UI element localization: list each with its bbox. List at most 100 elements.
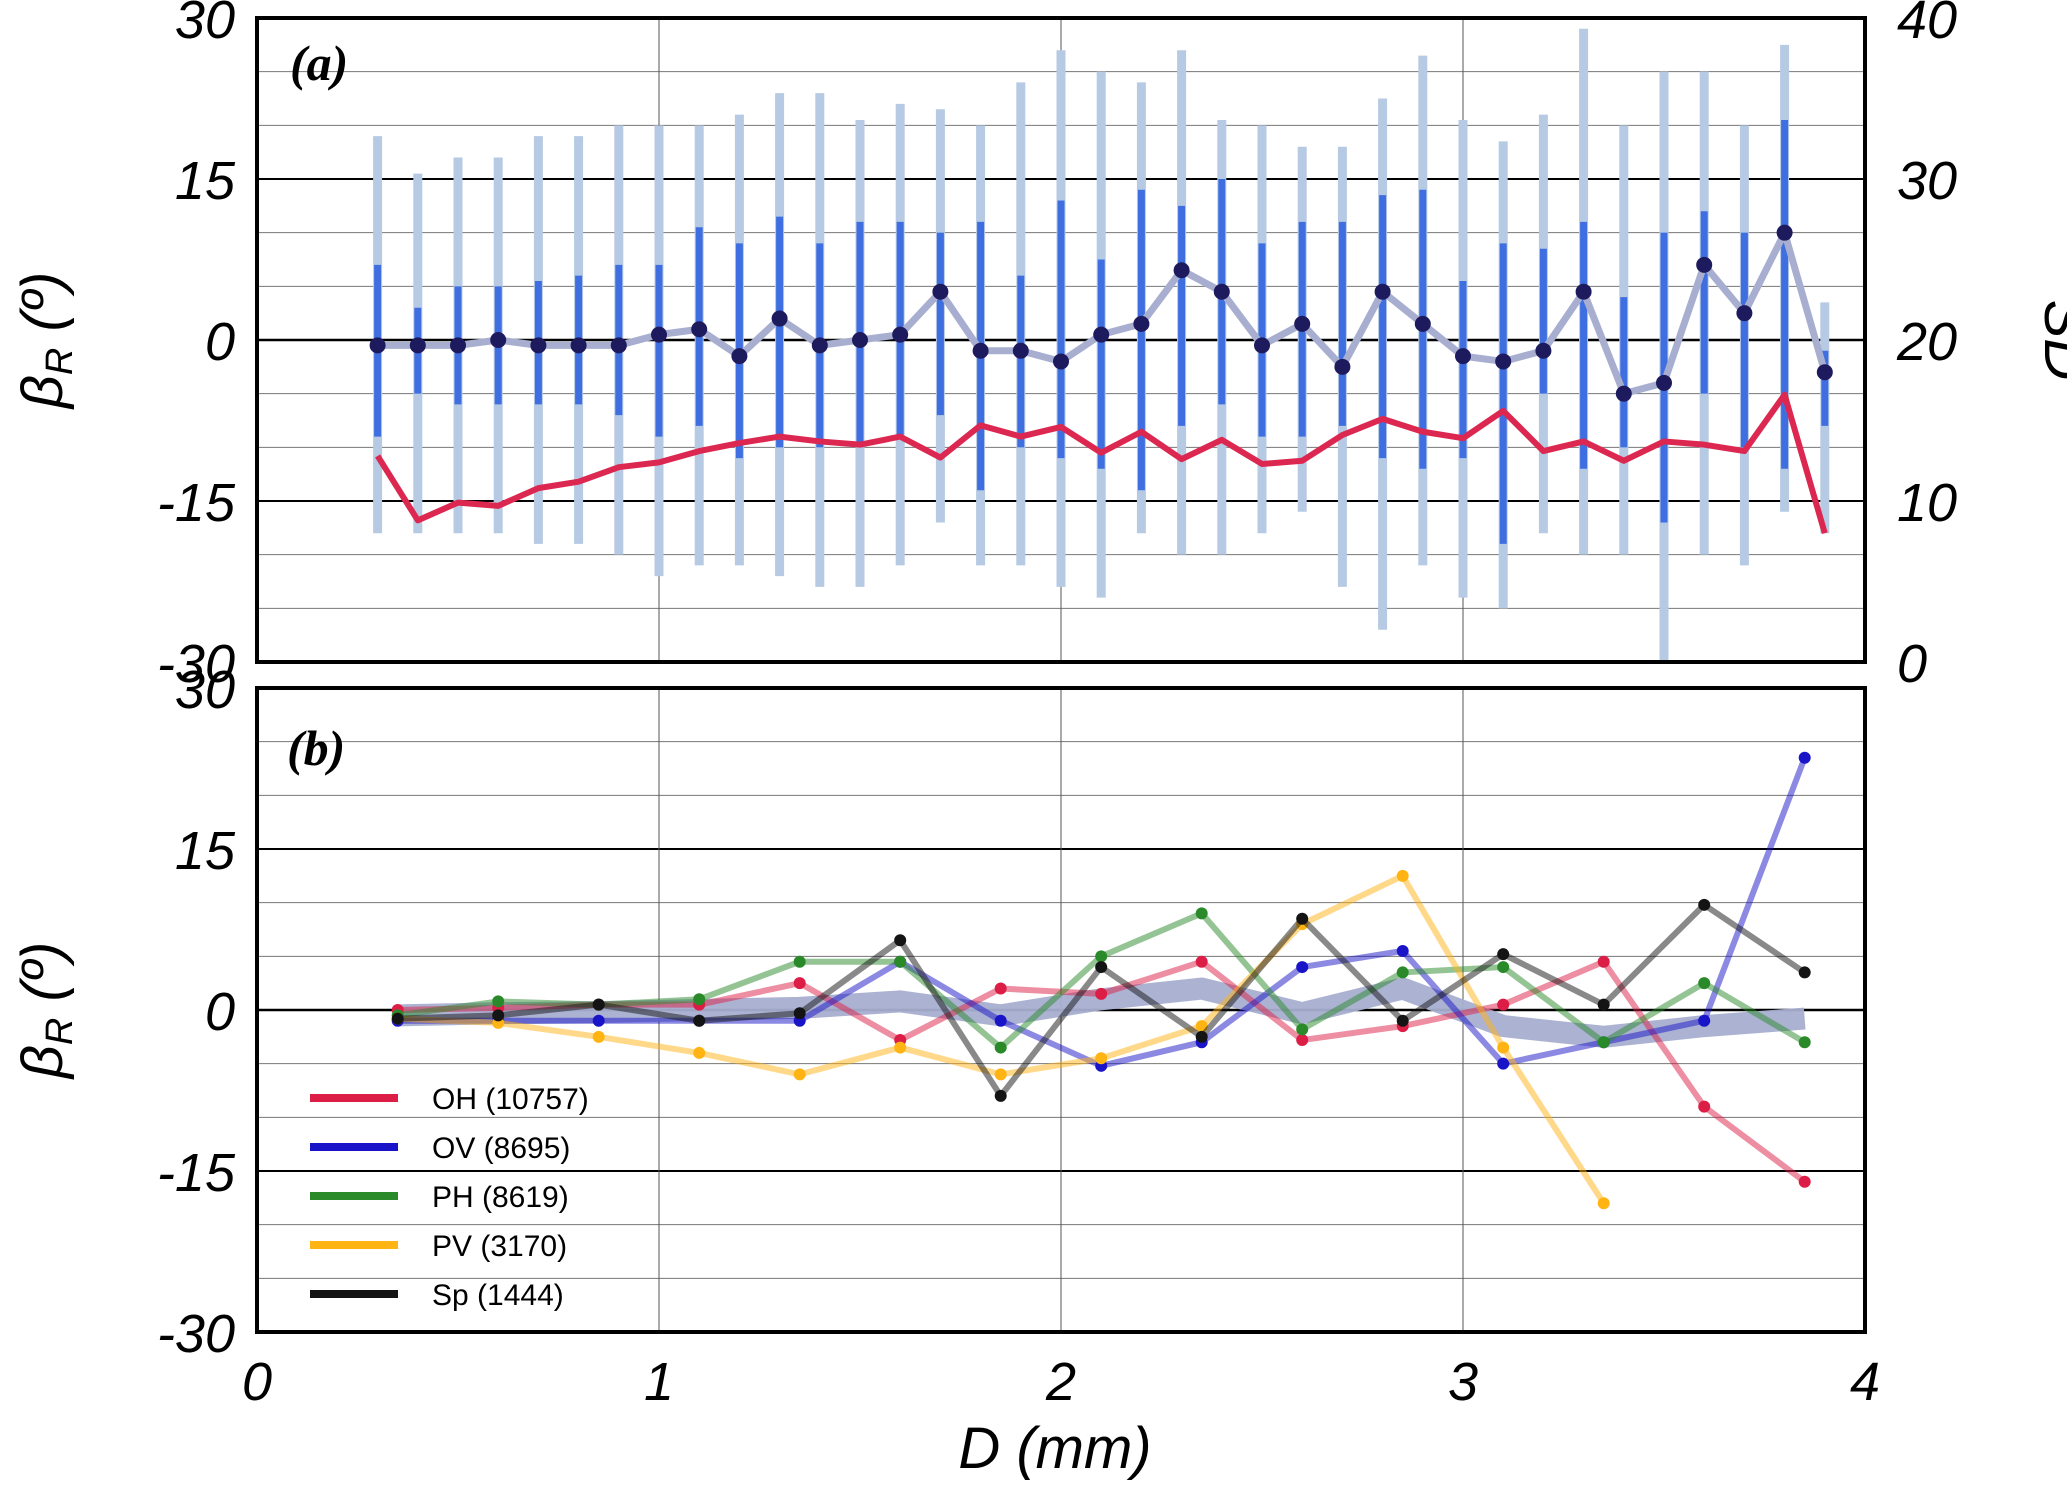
series-point-2 [1195,907,1208,920]
series-point-2 [994,1041,1007,1054]
panel-b-label: (b) [287,720,345,776]
series-point-4 [391,1012,404,1025]
y-tick-label: -15 [157,473,236,533]
series-point-3 [994,1068,1007,1081]
mean-point [731,348,748,365]
legend-label: OV (8695) [432,1132,570,1165]
series-point-0 [1296,1034,1309,1047]
y-tick-label: -15 [157,1143,236,1203]
y-tick-label: 15 [175,151,236,211]
mean-point [932,283,949,300]
series-point-2 [693,993,706,1006]
mean-point [892,326,909,343]
right-tick-label: 20 [1896,312,1957,372]
series-point-1 [1497,1057,1510,1070]
legend-label: Sp (1444) [432,1279,564,1312]
plot-frame [255,16,1867,664]
series-point-2 [1698,977,1711,990]
series-point-4 [592,998,605,1011]
series-point-0 [1497,998,1510,1011]
mean-point [651,326,667,343]
series-point-1 [1698,1014,1711,1027]
panel-a: 40 30 20 10 0 SD 30 15 0 -15 -30 βR (º) (a) [10,0,2067,694]
series-point-4 [1095,961,1108,974]
y-tick-label: 30 [175,660,235,720]
mean-point [1656,374,1672,391]
panel-b: OH (10757) OV (8695) PH (8619) PV (3170) Sp … [10,660,1880,1412]
mean-point [972,342,989,359]
series-point-4 [793,1007,806,1020]
series-point-1 [1296,961,1309,974]
mean-point [570,337,587,354]
mean-point [1736,305,1753,322]
x-tick-label: 3 [1448,1352,1478,1412]
series-point-2 [1798,1036,1811,1049]
series-point-1 [994,1014,1007,1027]
mean-point [1374,283,1391,300]
panel-a-label: (a) [290,35,348,91]
mean-point [1093,326,1110,343]
series-point-4 [693,1014,706,1027]
series-point-4 [1698,898,1711,911]
mean-point [1053,353,1069,370]
right-tick-label: 0 [1897,634,1927,694]
legend-label: PV (3170) [432,1230,567,1263]
series-point-3 [1597,1197,1610,1210]
mean-point [1334,358,1351,375]
series-line-1 [397,756,1808,1069]
series-point-2 [1296,1023,1309,1036]
series-point-3 [793,1068,806,1081]
series-point-2 [1095,950,1108,963]
series-point-1 [1798,751,1811,764]
right-tick-label: 30 [1897,151,1957,211]
mean-point [1615,385,1632,402]
x-tick-label: 1 [644,1352,674,1412]
series-line-3 [397,872,1607,1205]
y-tick-label: -30 [157,634,235,694]
mean-point [409,337,426,354]
series-point-0 [1597,955,1610,968]
legend-label: OH (10757) [432,1083,589,1116]
series-point-3 [592,1030,605,1043]
mean-point [490,332,507,348]
series-point-2 [1597,1036,1610,1049]
series-point-0 [1698,1100,1711,1113]
mean-point [610,337,627,354]
y-tick-label: -30 [157,1304,235,1364]
series-point-4 [894,934,907,947]
right-tick-label: 10 [1897,473,1957,533]
right-tick-label: 40 [1897,0,1957,50]
series-point-2 [1396,966,1409,979]
series-point-4 [1798,966,1811,979]
mean-point [530,337,547,354]
series-point-4 [1497,948,1510,961]
x-tick-label: 0 [242,1352,272,1412]
right-axis-title: SD [2032,300,2067,381]
y-tick-label: 0 [205,982,235,1042]
series-point-4 [994,1089,1007,1102]
mean-point [450,337,466,354]
series-point-1 [1396,944,1409,957]
mean-point [1535,342,1552,359]
mean-point [852,332,868,348]
x-tick-label: 2 [1045,1352,1076,1412]
series-point-0 [1798,1175,1811,1188]
series-point-2 [793,955,806,968]
series-point-4 [1597,998,1610,1011]
mean-point [1696,256,1713,273]
mean-point [691,321,708,338]
x-tick-label: 4 [1850,1352,1880,1412]
mean-point [1414,315,1431,332]
series-point-2 [1497,961,1510,974]
y-tick-label: 0 [205,312,235,372]
series-point-4 [1396,1014,1409,1027]
plot-frame [255,686,1867,1334]
series-point-0 [994,982,1007,995]
series-point-3 [1095,1052,1108,1065]
mean-point [1254,337,1270,354]
series-point-0 [1095,987,1108,1000]
series-point-0 [793,977,806,990]
x-axis-title: D (mm) [958,1416,1151,1481]
mean-point [1495,353,1512,370]
